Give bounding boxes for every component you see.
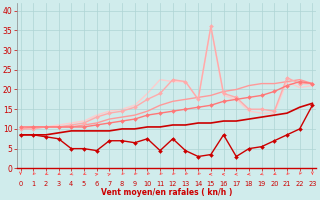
- X-axis label: Vent moyen/en rafales ( kn/h ): Vent moyen/en rafales ( kn/h ): [101, 188, 232, 197]
